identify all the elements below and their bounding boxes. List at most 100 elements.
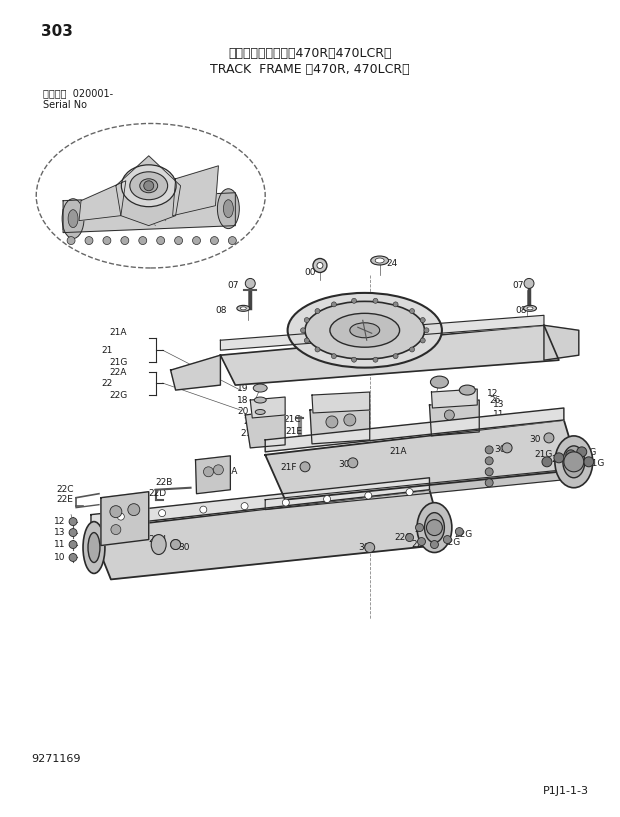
Ellipse shape: [350, 323, 379, 337]
Text: 30: 30: [494, 445, 506, 454]
Text: 21G: 21G: [534, 450, 552, 459]
Circle shape: [542, 457, 552, 467]
Circle shape: [332, 354, 337, 359]
Ellipse shape: [218, 189, 239, 229]
Circle shape: [304, 318, 309, 323]
Text: 00: 00: [304, 268, 316, 277]
Circle shape: [213, 465, 223, 475]
Text: 21G: 21G: [109, 358, 127, 367]
Text: 22G: 22G: [394, 533, 413, 542]
Circle shape: [157, 237, 165, 244]
Circle shape: [117, 513, 125, 520]
Polygon shape: [63, 193, 236, 233]
Text: 21G: 21G: [579, 449, 597, 458]
Circle shape: [427, 520, 443, 536]
Circle shape: [352, 357, 356, 362]
Circle shape: [373, 357, 378, 362]
Circle shape: [564, 452, 584, 471]
Circle shape: [315, 347, 320, 352]
Text: 適用号機  020001-: 適用号機 020001-: [43, 88, 113, 98]
Circle shape: [210, 237, 218, 244]
Polygon shape: [544, 325, 579, 360]
Circle shape: [445, 410, 454, 420]
Text: 30: 30: [179, 543, 190, 552]
Circle shape: [424, 328, 429, 333]
Text: 21H: 21H: [453, 400, 471, 408]
Circle shape: [417, 538, 425, 546]
Text: 22G: 22G: [454, 530, 472, 539]
Text: 21G: 21G: [551, 455, 569, 464]
Text: 30: 30: [338, 460, 350, 469]
Circle shape: [85, 237, 93, 244]
Text: 22A: 22A: [109, 368, 126, 377]
Text: 21B: 21B: [243, 417, 261, 426]
Circle shape: [415, 524, 423, 532]
Circle shape: [246, 279, 255, 288]
Ellipse shape: [237, 306, 250, 311]
Ellipse shape: [459, 385, 476, 395]
Polygon shape: [172, 166, 218, 216]
Ellipse shape: [241, 307, 246, 310]
Circle shape: [69, 518, 77, 525]
Polygon shape: [265, 470, 564, 510]
Circle shape: [485, 479, 493, 487]
Circle shape: [159, 510, 166, 516]
Circle shape: [304, 338, 309, 343]
Text: P1J1-1-3: P1J1-1-3: [542, 786, 589, 796]
Circle shape: [332, 302, 337, 307]
Polygon shape: [430, 400, 479, 436]
Ellipse shape: [83, 521, 105, 574]
Text: 21D: 21D: [241, 430, 259, 439]
Circle shape: [313, 258, 327, 272]
Text: 30: 30: [358, 543, 370, 552]
Circle shape: [69, 529, 77, 537]
Circle shape: [352, 298, 356, 303]
Text: 22G: 22G: [412, 540, 430, 549]
Text: 08: 08: [215, 306, 227, 315]
Text: 22H: 22H: [149, 535, 167, 544]
Text: 10: 10: [493, 421, 505, 430]
Polygon shape: [170, 355, 220, 390]
Circle shape: [348, 458, 358, 468]
Ellipse shape: [371, 256, 389, 265]
Ellipse shape: [255, 409, 265, 414]
Ellipse shape: [523, 306, 536, 311]
Circle shape: [301, 328, 306, 333]
Text: 19: 19: [237, 383, 249, 393]
Text: 26: 26: [489, 395, 500, 404]
Text: 11: 11: [493, 410, 505, 419]
Ellipse shape: [223, 199, 233, 217]
Circle shape: [502, 443, 512, 453]
Ellipse shape: [254, 397, 266, 403]
Circle shape: [455, 528, 463, 536]
Text: 10: 10: [54, 553, 66, 562]
Text: 07: 07: [228, 281, 239, 290]
Polygon shape: [265, 408, 564, 452]
Text: 9271169: 9271169: [31, 754, 81, 764]
Text: 22G: 22G: [415, 525, 433, 534]
Text: 22A: 22A: [220, 467, 238, 476]
Text: 18: 18: [237, 395, 249, 404]
Text: 12: 12: [487, 389, 498, 398]
Ellipse shape: [62, 199, 84, 239]
Text: 13: 13: [54, 528, 66, 537]
Polygon shape: [101, 492, 149, 546]
Circle shape: [228, 237, 236, 244]
Circle shape: [410, 347, 415, 352]
Polygon shape: [310, 405, 370, 444]
Circle shape: [175, 237, 182, 244]
Text: 12: 12: [54, 517, 66, 526]
Circle shape: [566, 450, 576, 460]
Circle shape: [144, 181, 154, 190]
Polygon shape: [220, 325, 559, 385]
Text: 07: 07: [512, 281, 524, 290]
Polygon shape: [79, 181, 126, 221]
Text: 30: 30: [529, 435, 541, 444]
Text: 21G: 21G: [587, 459, 605, 468]
Text: 21G: 21G: [567, 458, 585, 467]
Circle shape: [524, 279, 534, 288]
Ellipse shape: [563, 446, 585, 478]
Circle shape: [393, 354, 398, 359]
Ellipse shape: [375, 258, 384, 263]
Circle shape: [344, 414, 356, 426]
